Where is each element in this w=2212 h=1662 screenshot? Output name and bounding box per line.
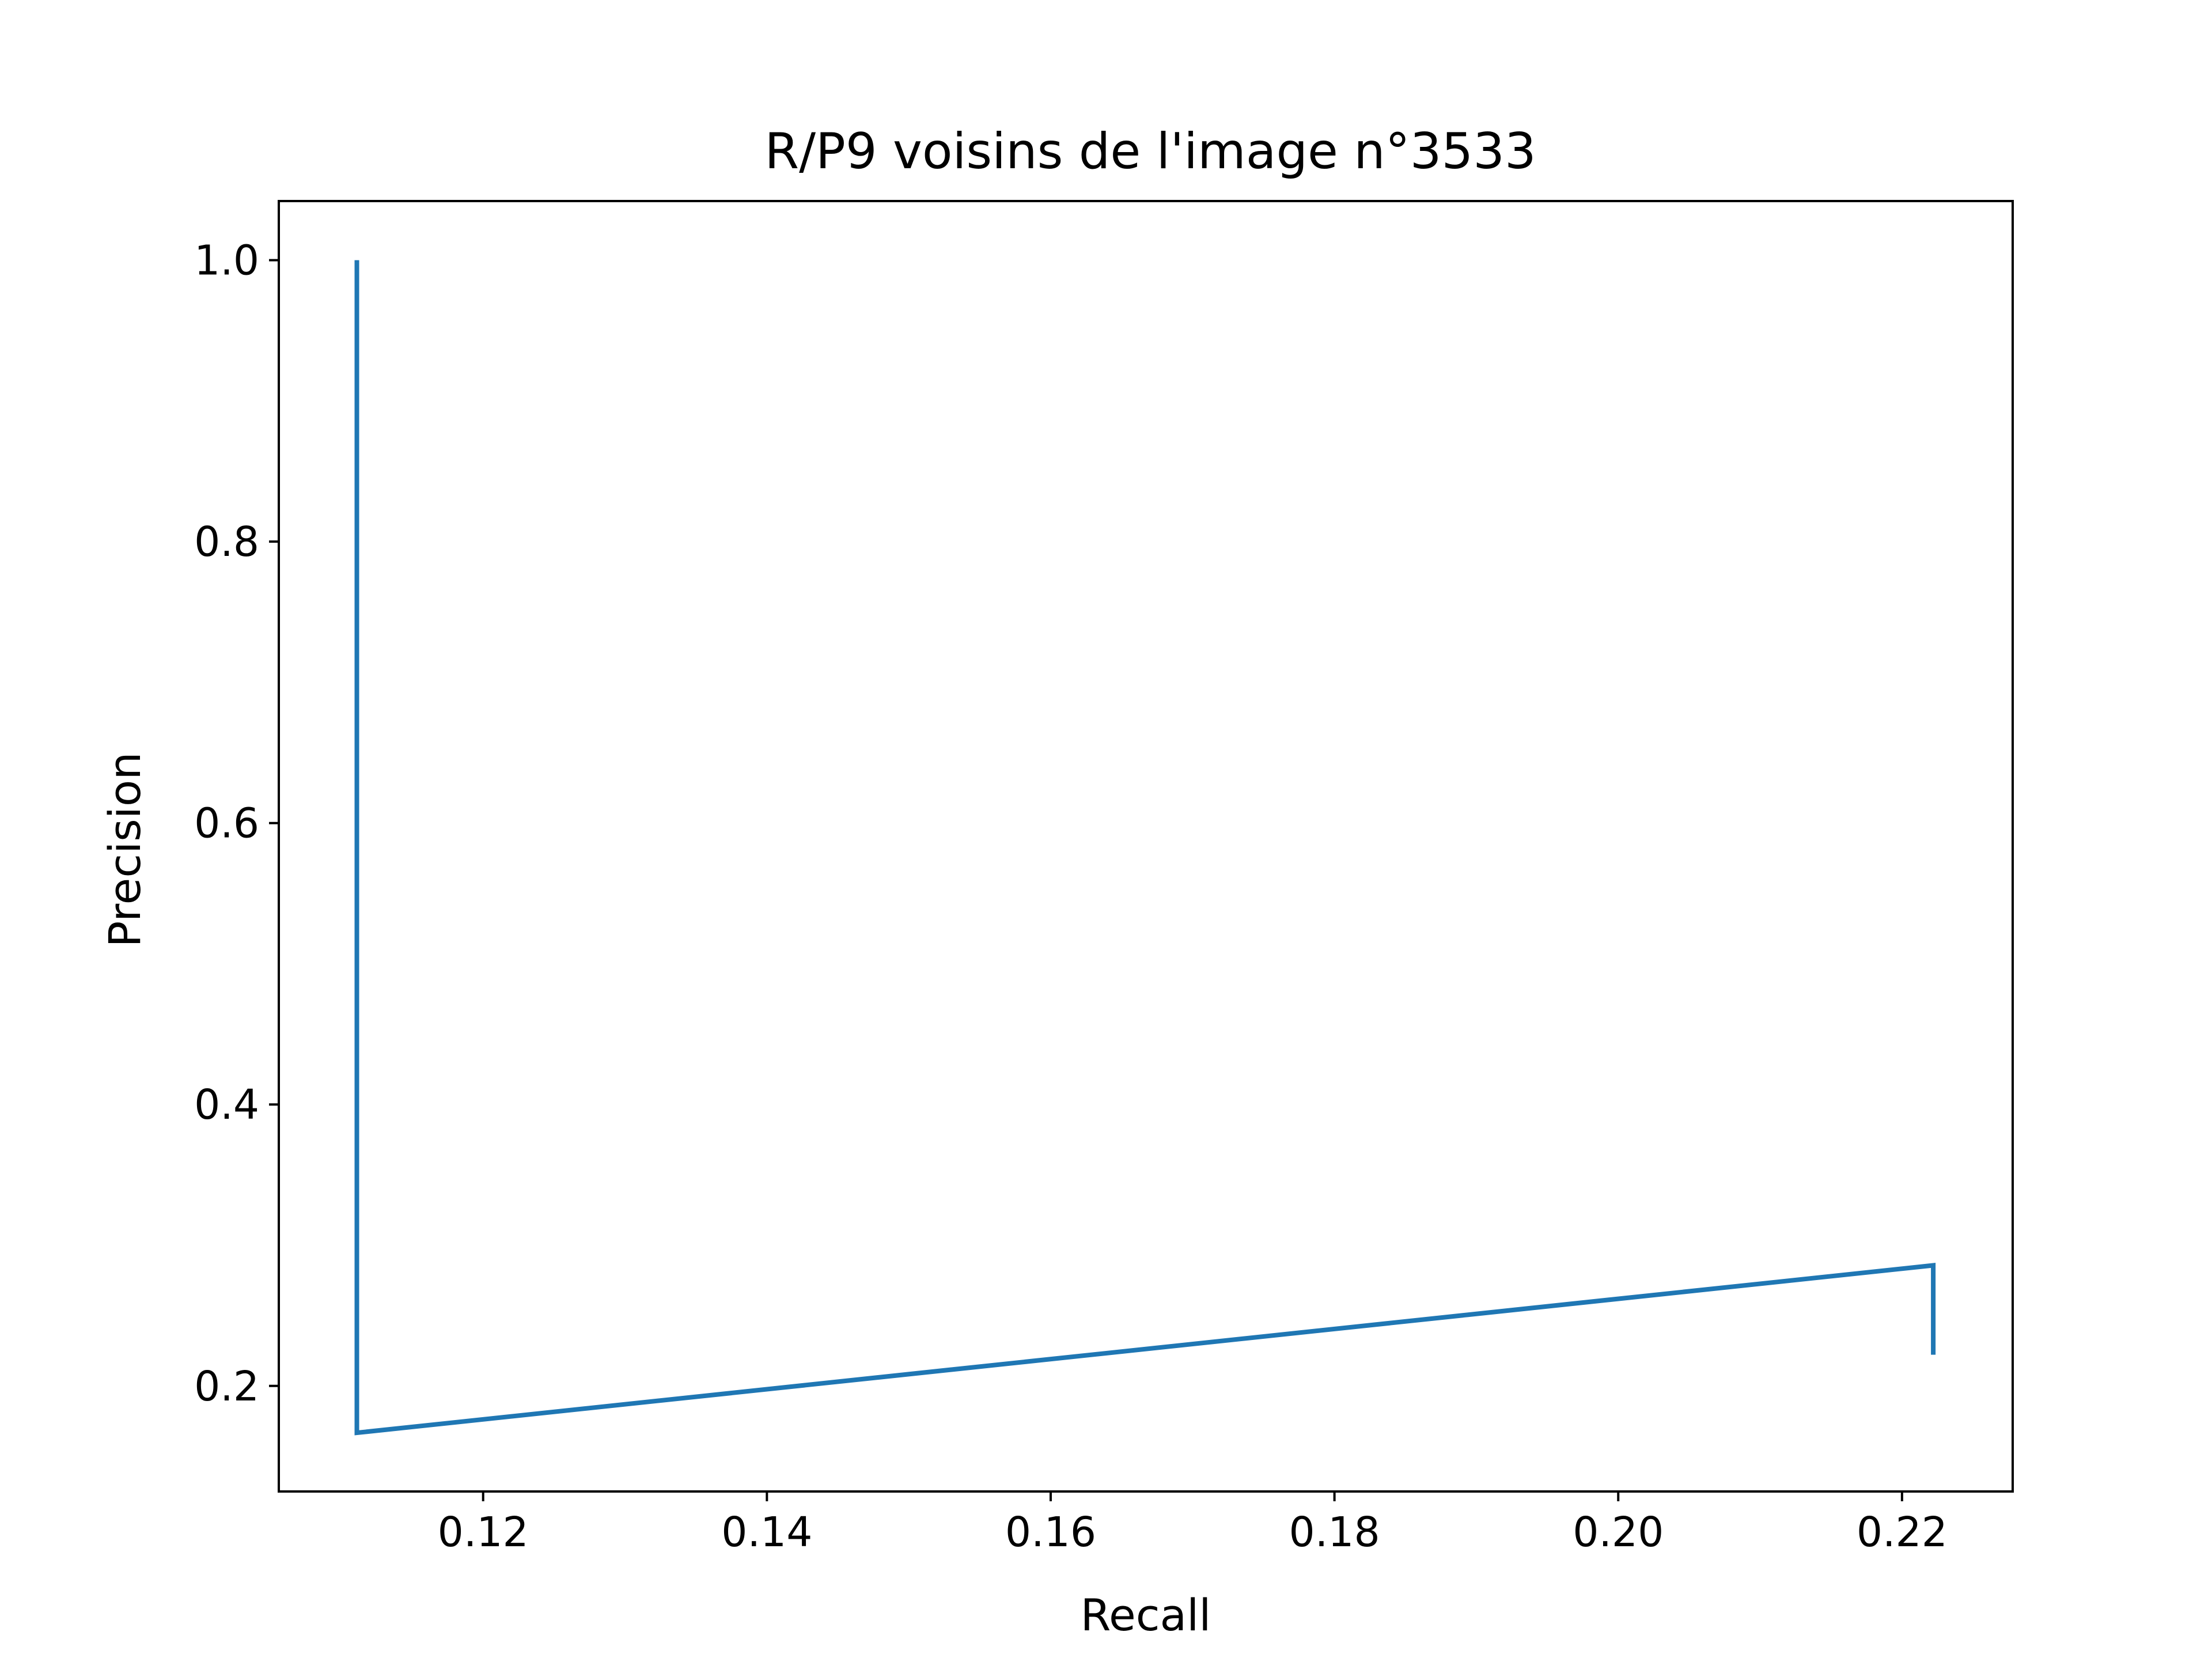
- x-tick-label: 0.16: [1005, 1508, 1096, 1556]
- x-axis-label: Recall: [1081, 1589, 1211, 1641]
- x-axis-ticks: 0.12 0.14 0.16 0.18 0.20 0.22: [438, 1491, 1948, 1556]
- x-tick-label: 0.14: [721, 1508, 812, 1556]
- series-line: [354, 260, 1936, 1436]
- y-tick-label: 0.6: [194, 800, 259, 847]
- x-tick-label: 0.18: [1289, 1508, 1380, 1556]
- y-tick-label: 0.2: [194, 1362, 259, 1410]
- series-layer: [354, 260, 1936, 1436]
- y-axis-label: Precision: [99, 752, 150, 947]
- plot-frame: [278, 200, 2014, 1493]
- x-tick-label: 0.22: [1857, 1508, 1948, 1556]
- y-tick-label: 0.8: [194, 518, 259, 566]
- y-axis-ticks: 0.2 0.4 0.6 0.8 1.0: [194, 237, 279, 1410]
- chart-title: R/P9 voisins de l'image n°3533: [764, 123, 1536, 180]
- x-tick-label: 0.20: [1573, 1508, 1664, 1556]
- y-tick-label: 0.4: [194, 1081, 259, 1129]
- x-tick-label: 0.12: [438, 1508, 529, 1556]
- y-tick-label: 1.0: [194, 237, 259, 285]
